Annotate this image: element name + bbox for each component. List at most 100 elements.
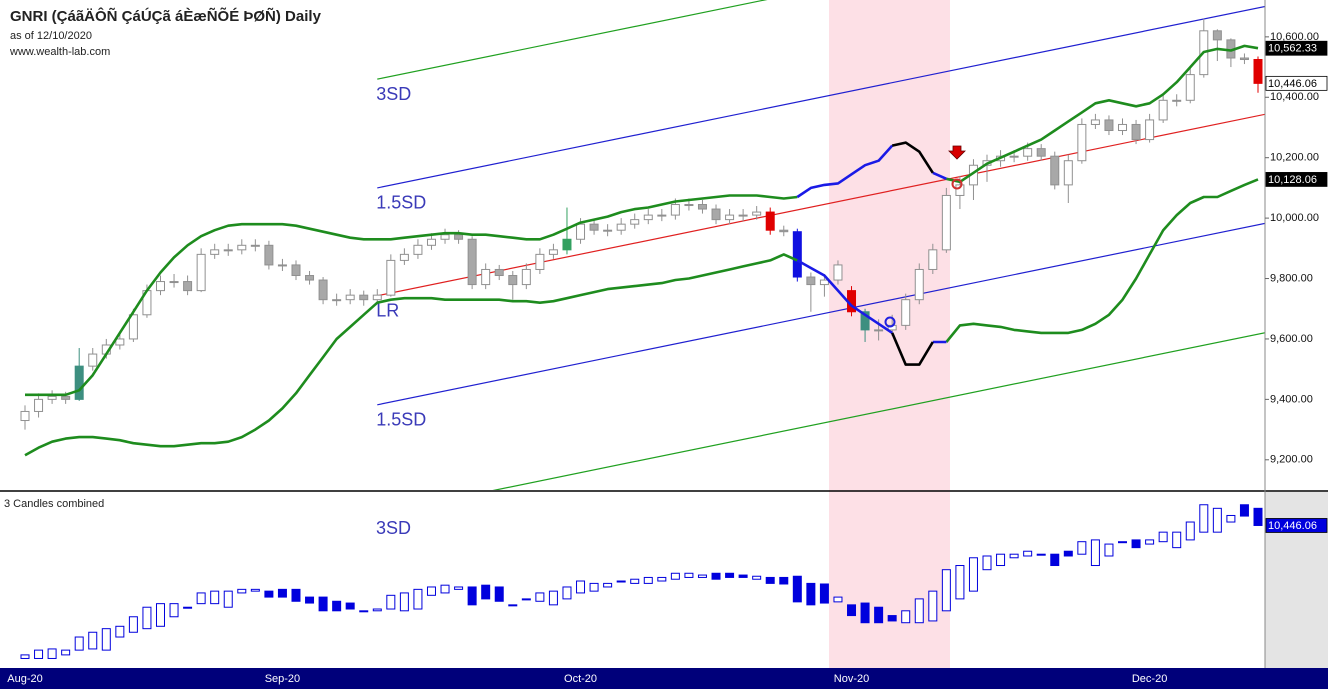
candle-body	[643, 576, 653, 584]
candle-body	[765, 576, 775, 584]
candle-body	[20, 654, 30, 659]
candle-body	[34, 398, 44, 412]
candle-body	[291, 588, 301, 602]
candle-body	[1118, 123, 1128, 132]
candle-body	[521, 268, 531, 286]
candle-body	[1145, 539, 1155, 545]
candle-body	[589, 582, 599, 592]
candle-body	[250, 244, 260, 247]
combined-pane	[20, 504, 1263, 659]
candle-body	[914, 268, 924, 301]
candle-body	[752, 211, 762, 216]
band-line	[796, 259, 947, 344]
candle-body	[34, 649, 44, 659]
candle-body	[928, 249, 938, 270]
candle-body	[237, 244, 247, 251]
candle-body	[1199, 504, 1209, 533]
candle-body	[941, 194, 951, 251]
candle-body	[454, 234, 464, 240]
candle-body	[1009, 155, 1019, 158]
candle-body	[616, 580, 626, 583]
candle-body	[833, 264, 843, 281]
candle-body	[630, 578, 640, 584]
candle-body	[982, 555, 992, 571]
y-tick-label: 9,800.00	[1270, 272, 1313, 284]
candle-body	[47, 395, 57, 400]
candle-body	[955, 565, 965, 600]
candle-body	[155, 281, 165, 292]
x-tick-label: Oct-20	[564, 673, 597, 685]
candle-body	[928, 590, 938, 622]
candle-body	[697, 574, 707, 578]
candle-body	[345, 602, 355, 610]
signal-markers	[884, 145, 966, 328]
candle-body	[1090, 539, 1100, 567]
candle-body	[860, 311, 870, 331]
candle-body	[1172, 531, 1182, 549]
channel-label: 3SD	[376, 84, 411, 104]
candle-body	[223, 590, 233, 608]
candle-body	[670, 572, 680, 580]
candle-body	[792, 231, 802, 278]
candle-body	[169, 603, 179, 618]
candle-body	[264, 244, 274, 266]
candle-body	[521, 598, 531, 601]
candle-body	[413, 244, 423, 255]
candle-body	[88, 353, 98, 367]
candle-body	[548, 249, 558, 255]
candle-body	[196, 253, 206, 292]
candle-body	[643, 214, 653, 221]
price-label: 10,562.33	[1268, 43, 1317, 55]
candle-body	[237, 588, 247, 594]
regression-channel	[377, 5, 1265, 189]
candle-body	[1063, 160, 1073, 186]
candle-body	[1090, 119, 1100, 125]
y-tick-label: 10,200.00	[1270, 152, 1319, 164]
candle-body	[440, 584, 450, 594]
candle-body	[725, 572, 735, 578]
candle-body	[738, 574, 748, 578]
candle-body	[589, 223, 599, 231]
candle-body	[1185, 521, 1195, 541]
candle-body	[1050, 155, 1060, 186]
candle-body	[128, 314, 138, 340]
candle-body	[386, 259, 396, 296]
candle-body	[332, 299, 342, 302]
candle-body	[440, 234, 450, 240]
candle-body	[819, 279, 829, 286]
candle-body	[359, 294, 369, 301]
candle-body	[169, 281, 179, 284]
candle-body	[874, 329, 884, 332]
candle-body	[874, 606, 884, 624]
candle-body	[968, 557, 978, 592]
candle-body	[901, 610, 911, 624]
candle-body	[616, 223, 626, 231]
y-tick-label: 9,600.00	[1270, 333, 1313, 345]
candle-body	[210, 249, 220, 255]
regression-channel	[377, 222, 1265, 406]
candle-body	[128, 616, 138, 633]
candle-body	[183, 281, 193, 292]
candle-body	[115, 625, 125, 638]
candle-body	[1023, 148, 1033, 157]
candle-body	[684, 204, 694, 207]
candle-body	[765, 211, 775, 231]
candle-body	[1077, 541, 1087, 555]
candle-body	[684, 572, 694, 578]
candle-body	[305, 275, 315, 281]
annotation: 3SD	[376, 518, 411, 538]
candle-body	[779, 229, 789, 233]
sell-arrow	[948, 145, 966, 160]
candle-body	[657, 214, 667, 217]
price-label-box	[1265, 172, 1328, 187]
candle-body	[941, 569, 951, 612]
source: www.wealth-lab.com	[9, 46, 110, 58]
candle-body	[996, 553, 1006, 567]
highlight-region	[829, 0, 950, 668]
candle-body	[887, 615, 897, 622]
candle-body	[901, 299, 911, 326]
x-tick-label: Aug-20	[7, 673, 42, 685]
candle-body	[725, 214, 735, 221]
